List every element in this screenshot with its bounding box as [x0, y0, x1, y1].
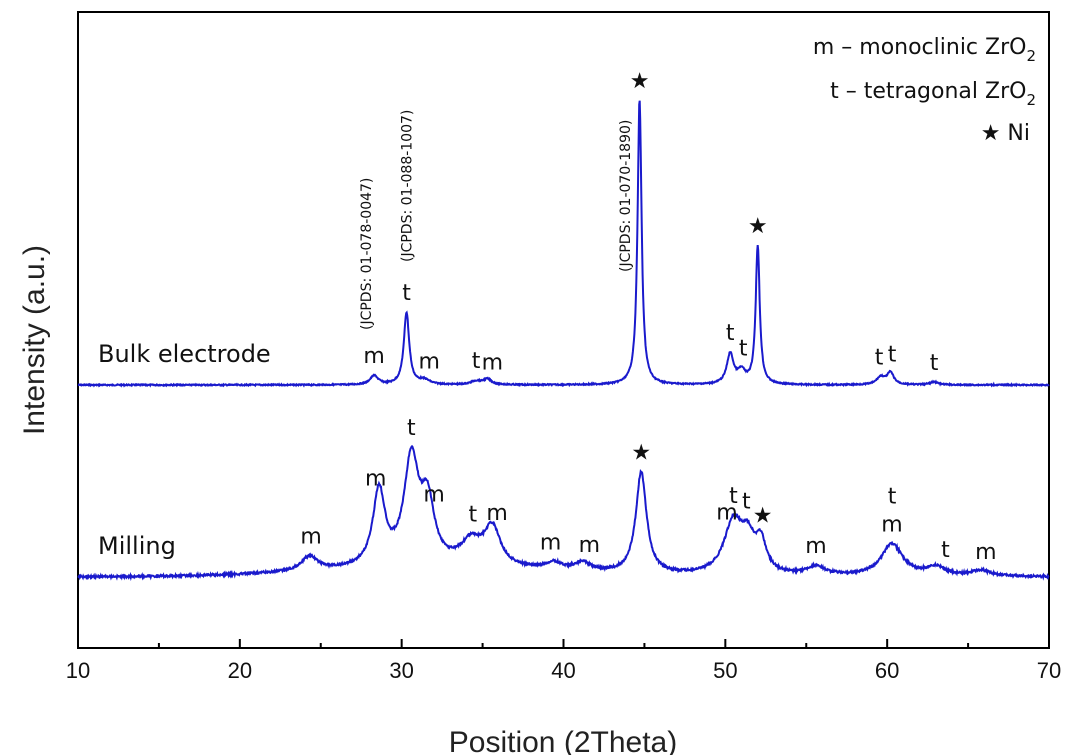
- plot-frame: [77, 11, 1050, 649]
- x-axis-title: Position (2Theta): [449, 726, 677, 755]
- ni-peak-star: ★: [748, 214, 768, 239]
- ni-peak-star: ★: [631, 441, 651, 466]
- peak-label-m: m: [423, 483, 444, 508]
- legend-entry-ni: ★ Ni: [981, 121, 1030, 146]
- x-tick-label: 10: [66, 658, 90, 683]
- peak-label-m: m: [975, 540, 996, 565]
- jcpds-annotation: (JCPDS: 01-088-1007): [400, 110, 416, 262]
- peak-label-t: t: [930, 351, 939, 376]
- x-tick-label: 50: [713, 658, 737, 683]
- peak-label-m: m: [418, 349, 439, 374]
- series-label-milling: Milling: [98, 532, 176, 560]
- x-tick-label: 30: [389, 658, 413, 683]
- peak-label-m: m: [881, 513, 902, 538]
- peak-label-t: t: [407, 416, 416, 441]
- legend-entry-monoclinic: m – monoclinic ZrO2: [813, 35, 1036, 65]
- series-lines: [77, 100, 1050, 582]
- peak-label-t: t: [472, 349, 481, 374]
- x-tick-label: 20: [228, 658, 252, 683]
- peak-label-t: t: [742, 489, 751, 514]
- jcpds-annotation: (JCPDS: 01-078-0047): [359, 178, 375, 330]
- peak-label-t: t: [941, 538, 950, 563]
- peak-label-t: t: [888, 485, 897, 510]
- legend-entry-tetragonal: t – tetragonal ZrO2: [830, 79, 1036, 109]
- peak-label-m: m: [486, 501, 507, 526]
- peak-label-t: t: [402, 281, 411, 306]
- series-label-bulk: Bulk electrode: [98, 340, 271, 368]
- ni-peak-star: ★: [753, 504, 773, 529]
- peak-label-t: t: [739, 337, 748, 362]
- peak-label-t: t: [469, 502, 478, 527]
- peak-label-m: m: [365, 467, 386, 492]
- x-axis-ticks: 10 20 30 40 50 60 70: [66, 639, 1061, 683]
- peak-label-t: t: [888, 342, 897, 367]
- peak-label-t: t: [875, 346, 884, 371]
- series-line-bulk: [77, 100, 1050, 388]
- x-tick-label: 60: [875, 658, 899, 683]
- peak-label-t: t: [729, 484, 738, 509]
- peak-label-m: m: [482, 351, 503, 376]
- x-tick-label: 70: [1037, 658, 1061, 683]
- x-tick-label: 40: [551, 658, 575, 683]
- jcpds-annotation: (JCPDS: 01-070-1890): [618, 120, 634, 272]
- peak-label-m: m: [716, 500, 737, 525]
- peak-label-m: m: [540, 530, 561, 555]
- peak-label-t: t: [726, 321, 735, 346]
- peak-label-m: m: [805, 534, 826, 559]
- peak-label-m: m: [300, 525, 321, 550]
- ni-peak-star: ★: [630, 69, 650, 94]
- legend: m – monoclinic ZrO2 t – tetragonal ZrO2 …: [813, 35, 1036, 146]
- y-axis-title: Intensity (a.u.): [18, 245, 51, 435]
- jcpds-annotations: (JCPDS: 01-078-0047) (JCPDS: 01-088-1007)…: [359, 110, 634, 330]
- peak-label-m: m: [579, 533, 600, 558]
- peak-label-m: m: [363, 344, 384, 369]
- series-line-milling: [77, 444, 1050, 582]
